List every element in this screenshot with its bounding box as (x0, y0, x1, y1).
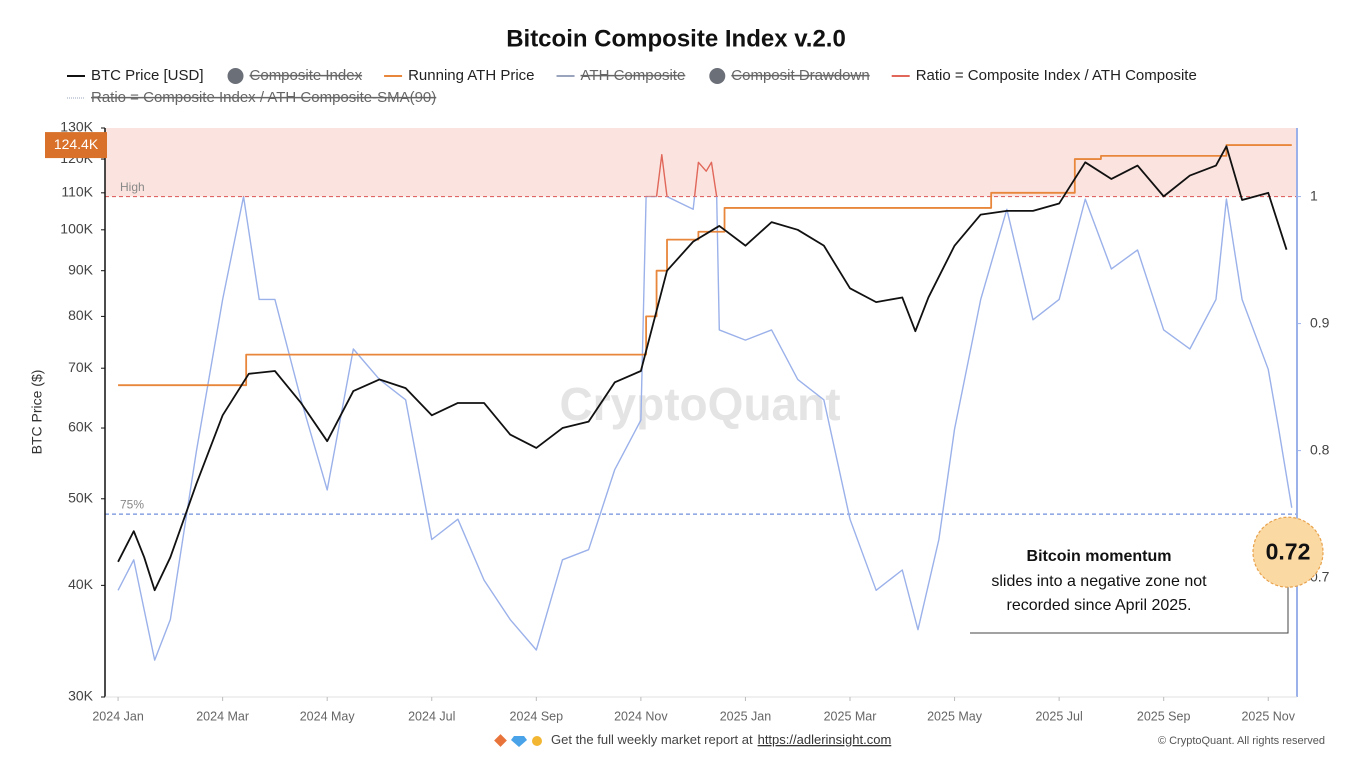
y-tick-label: 40K (68, 576, 94, 592)
footer-text: Get the full weekly market report at (551, 732, 753, 747)
legend-label: Composite Index (250, 67, 363, 84)
callout-value: 0.72 (1266, 538, 1311, 564)
x-tick-label: 2025 Mar (824, 709, 877, 723)
y-axis-label: BTC Price ($) (29, 370, 45, 455)
y2-tick-label: 0.9 (1310, 314, 1330, 330)
y-tick-label: 100K (60, 221, 93, 237)
copyright: © CryptoQuant. All rights reserved (1158, 735, 1325, 747)
legend-label: Composit Drawdown (731, 67, 869, 84)
x-tick-label: 2024 Sep (510, 709, 564, 723)
footer-icon (494, 734, 507, 747)
x-tick-label: 2025 Jul (1035, 709, 1082, 723)
reference-label: High (120, 180, 145, 194)
x-tick-label: 2025 Nov (1241, 709, 1295, 723)
callout-text: recorded since April 2025. (1007, 597, 1192, 614)
callout-marker (1252, 516, 1324, 588)
callout-frame (970, 586, 1289, 634)
ath-marker-label: 124.4K (54, 136, 99, 152)
chart-title: Bitcoin Composite Index v.2.0 (506, 25, 846, 52)
price-line (117, 145, 1288, 592)
legend-label: Running ATH Price (408, 67, 534, 84)
ratio-line-high (242, 153, 718, 197)
x-tick-label: 2024 Nov (614, 709, 668, 723)
callout-text: slides into a negative zone not (991, 573, 1207, 590)
legend-marker (227, 68, 244, 84)
callout-title: Bitcoin momentum (1027, 548, 1172, 565)
footer-link[interactable]: https://adlerinsight.com (758, 732, 892, 747)
x-tick-label: 2025 May (927, 709, 983, 723)
y-tick-label: 110K (61, 184, 93, 200)
x-tick-label: 2024 Jul (408, 709, 455, 723)
watermark: CryptoQuant (559, 378, 840, 430)
y-tick-label: 80K (68, 307, 94, 323)
ath-line (118, 144, 1292, 387)
x-tick-label: 2024 Jan (92, 709, 143, 723)
y-tick-label: 60K (68, 419, 94, 435)
y-tick-label: 50K (68, 489, 94, 505)
legend-label: Ratio = Composite Index / ATH Composite (916, 67, 1197, 84)
footer-icon (532, 736, 542, 746)
footer-text: Get the full weekly market report at http… (551, 732, 891, 747)
footer: Get the full weekly market report at http… (494, 732, 1325, 747)
footer-icon (511, 736, 527, 747)
y2-tick-label: 0.8 (1310, 441, 1330, 457)
y-tick-label: 90K (68, 261, 94, 277)
ath-marker (45, 132, 107, 159)
zone-shade (105, 128, 1297, 197)
legend-marker (709, 68, 726, 84)
legend-label: ATH Composite (581, 67, 686, 84)
x-tick-label: 2024 May (300, 709, 356, 723)
y-tick-label: 30K (68, 688, 94, 704)
x-tick-label: 2024 Mar (196, 709, 249, 723)
y-tick-label: 130K (60, 119, 93, 135)
reference-label: 75% (120, 497, 144, 511)
x-tick-label: 2025 Sep (1137, 709, 1191, 723)
ratio-line (117, 196, 1293, 661)
x-tick-label: 2025 Jan (720, 709, 771, 723)
y2-tick-label: 1 (1310, 187, 1318, 203)
legend-label: Ratio = Composite Index / ATH Composite-… (91, 89, 436, 106)
y-tick-label: 70K (68, 359, 94, 375)
plot-area: High 75% CryptoQuant (105, 128, 1297, 661)
legend-label: BTC Price [USD] (91, 67, 204, 84)
